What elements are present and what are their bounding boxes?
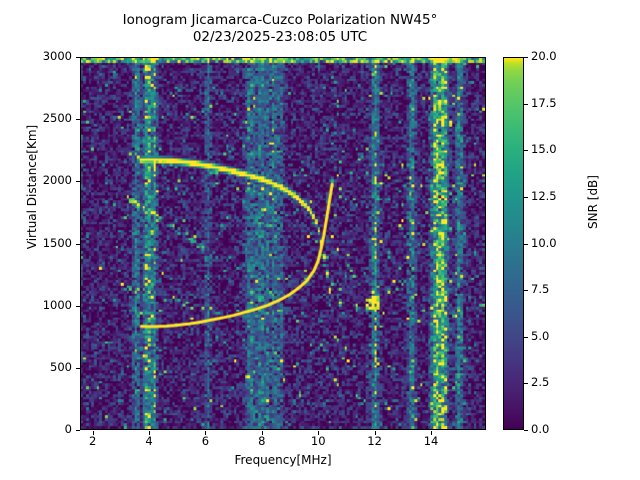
y-tick-mark bbox=[76, 57, 80, 58]
colorbar-tick-label: 2.5 bbox=[531, 375, 550, 390]
x-tick-label: 4 bbox=[145, 434, 153, 448]
y-tick-mark bbox=[76, 305, 80, 307]
y-tick-mark bbox=[76, 181, 80, 183]
x-tick-mark bbox=[318, 431, 320, 435]
colorbar-tick-label: 5.0 bbox=[531, 328, 550, 343]
y-tick-mark bbox=[76, 119, 80, 121]
y-tick-label: 3000 bbox=[42, 49, 72, 63]
x-tick-mark bbox=[431, 431, 433, 435]
x-tick-label: 6 bbox=[201, 434, 210, 448]
colorbar-tick-label: 0.0 bbox=[531, 422, 550, 436]
colorbar bbox=[503, 57, 524, 430]
y-tick-mark bbox=[76, 367, 80, 369]
x-tick-mark bbox=[205, 431, 207, 435]
colorbar-tick-mark bbox=[524, 103, 528, 105]
y-tick-mark bbox=[76, 243, 80, 245]
y-tick-label: 1500 bbox=[42, 235, 72, 250]
x-tick-mark bbox=[261, 431, 263, 435]
x-tick-label: 12 bbox=[367, 434, 382, 448]
colorbar-label: SNR [dB] bbox=[586, 175, 600, 229]
y-tick-label: 2000 bbox=[42, 173, 72, 188]
ionogram-heatmap-canvas bbox=[81, 58, 485, 429]
colorbar-tick-mark bbox=[524, 196, 528, 198]
colorbar-tick-label: 20.0 bbox=[531, 49, 557, 63]
x-tick-label: 2 bbox=[89, 434, 97, 448]
x-tick-label: 10 bbox=[310, 434, 326, 448]
colorbar-tick-mark bbox=[524, 57, 528, 58]
x-tick-mark bbox=[149, 431, 151, 435]
colorbar-tick-mark bbox=[524, 430, 528, 431]
y-tick-label: 1000 bbox=[42, 297, 72, 312]
colorbar-tick-label: 15.0 bbox=[531, 142, 557, 157]
y-tick-label: 500 bbox=[50, 359, 72, 374]
colorbar-tick-label: 7.5 bbox=[531, 282, 550, 297]
y-tick-label: 0 bbox=[64, 422, 72, 436]
colorbar-tick-mark bbox=[524, 243, 528, 245]
x-tick-label: 8 bbox=[258, 434, 266, 448]
colorbar-tick-mark bbox=[524, 336, 528, 338]
y-tick-label: 2500 bbox=[42, 111, 72, 126]
colorbar-tick-mark bbox=[524, 150, 528, 152]
ionogram-plot-area bbox=[80, 57, 486, 430]
x-tick-mark bbox=[92, 431, 94, 435]
x-tick-label: 14 bbox=[423, 434, 439, 448]
colorbar-tick-mark bbox=[524, 290, 528, 292]
colorbar-tick-mark bbox=[524, 383, 528, 385]
colorbar-tick-label: 17.5 bbox=[531, 95, 557, 110]
colorbar-tick-label: 12.5 bbox=[531, 188, 557, 203]
y-tick-mark bbox=[76, 430, 80, 431]
x-axis-label: Frequency[MHz] bbox=[234, 453, 332, 467]
colorbar-tick-label: 10.0 bbox=[531, 235, 557, 250]
x-tick-mark bbox=[374, 431, 376, 435]
chart-title: Ionogram Jicamarca-Cuzco Polarization NW… bbox=[122, 12, 438, 45]
